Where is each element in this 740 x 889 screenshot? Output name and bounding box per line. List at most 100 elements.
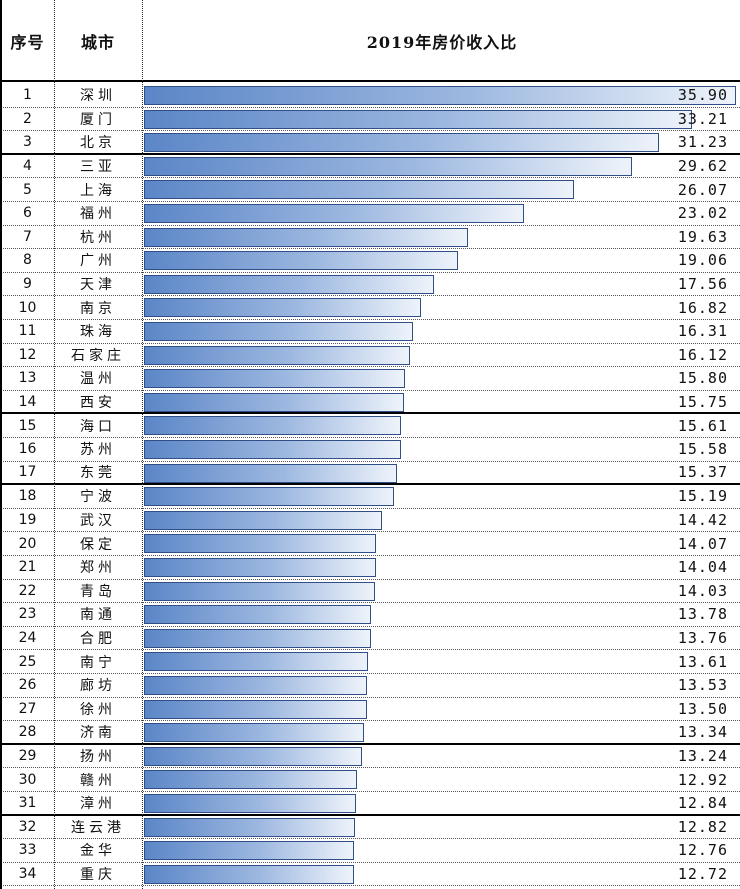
data-label: 14.04	[677, 558, 728, 577]
data-label: 13.61	[677, 652, 728, 671]
row-city: 温州	[80, 371, 116, 388]
row-city: 厦门	[80, 111, 116, 128]
data-label: 35.90	[677, 86, 728, 105]
row-index: 30	[18, 771, 37, 788]
bar-mark	[144, 605, 372, 625]
bar-mark	[144, 864, 354, 884]
bar-mark	[144, 392, 404, 412]
table-row: 18 宁波 15.19	[0, 485, 740, 509]
row-index: 21	[18, 559, 37, 576]
table-row: 11 珠海 16.31	[0, 320, 740, 344]
row-index: 20	[18, 535, 37, 552]
row-index: 25	[18, 653, 37, 670]
row-city: 南宁	[80, 654, 116, 671]
row-index: 2	[23, 110, 32, 127]
table-row: 22 青岛 14.03	[0, 580, 740, 604]
bar-mark	[144, 628, 371, 648]
bar-mark	[144, 251, 459, 271]
table-row: 15 海口 15.61	[0, 414, 740, 438]
bar-mark	[144, 699, 367, 719]
data-label: 19.06	[677, 251, 728, 270]
table-row: 25 南宁 13.61	[0, 650, 740, 674]
row-index: 15	[18, 417, 37, 434]
table-row: 12 石家庄 16.12	[0, 344, 740, 368]
row-city: 上海	[80, 182, 116, 199]
bar-mark	[144, 581, 376, 601]
row-city: 东莞	[80, 465, 116, 482]
column-divider-2	[142, 0, 143, 889]
table-row: 28 济南 13.34	[0, 721, 740, 745]
bar-mark	[144, 86, 736, 105]
bar-mark	[144, 298, 422, 318]
bar-mark	[144, 841, 355, 861]
bar-mark	[144, 534, 377, 554]
row-city: 扬州	[80, 749, 116, 766]
data-label: 12.92	[677, 770, 728, 789]
row-city: 天津	[80, 277, 116, 294]
row-city: 连云港	[71, 819, 125, 836]
bar-mark	[144, 817, 356, 837]
row-index: 29	[18, 748, 37, 765]
row-index: 31	[18, 794, 37, 811]
row-city: 宁波	[80, 489, 116, 506]
row-city: 珠海	[80, 324, 116, 341]
data-label: 15.75	[677, 392, 728, 411]
data-label: 16.31	[677, 322, 728, 341]
left-border	[0, 0, 2, 889]
row-index: 10	[18, 299, 37, 316]
row-index: 27	[18, 700, 37, 717]
bar-mark	[144, 558, 376, 577]
table-row: 31 漳州 12.84	[0, 792, 740, 816]
bar-mark	[144, 416, 402, 436]
table-row: 24 合肥 13.76	[0, 627, 740, 651]
data-label: 14.07	[677, 534, 728, 553]
table-row: 7 杭州 19.63	[0, 226, 740, 250]
row-index: 7	[23, 228, 32, 245]
table-row: 10 南京 16.82	[0, 296, 740, 320]
table-row: 33 金华 12.76	[0, 839, 740, 863]
data-label: 15.19	[677, 487, 728, 506]
row-index: 22	[18, 582, 37, 599]
header-index: 序号	[10, 33, 45, 52]
table-row: 17 东莞 15.37	[0, 462, 740, 486]
row-index: 17	[18, 464, 37, 481]
data-label: 15.37	[677, 463, 728, 482]
bar-mark	[144, 156, 633, 176]
bar-mark	[144, 322, 413, 341]
row-city: 赣州	[80, 772, 116, 789]
table-row: 23 南通 13.78	[0, 603, 740, 627]
table-row: 3 北京 31.23	[0, 131, 740, 155]
bar-mark	[144, 746, 363, 766]
table-row: 16 苏州 15.58	[0, 438, 740, 462]
data-label: 29.62	[677, 157, 728, 176]
table-row: 34 重庆 12.72	[0, 863, 740, 887]
row-index: 12	[18, 346, 37, 363]
bar-mark	[144, 109, 692, 129]
table-row: 26 廊坊 13.53	[0, 674, 740, 698]
row-index: 3	[23, 133, 32, 150]
data-label: 26.07	[677, 180, 728, 199]
row-index: 19	[18, 512, 37, 529]
table-row: 2 厦门 33.21	[0, 108, 740, 132]
bar-mark	[144, 723, 364, 743]
row-index: 34	[18, 866, 37, 883]
bar-mark	[144, 133, 659, 153]
row-city: 三亚	[80, 159, 116, 176]
data-label: 12.82	[677, 817, 728, 836]
row-index: 18	[18, 488, 37, 505]
row-city: 海口	[80, 418, 116, 435]
bar-mark	[144, 770, 358, 790]
bar-mark	[144, 274, 434, 294]
table-row: 20 保定 14.07	[0, 532, 740, 556]
row-city: 石家庄	[71, 347, 125, 364]
bar-mark	[144, 510, 382, 530]
row-index: 5	[23, 181, 32, 198]
bar-mark	[144, 440, 401, 459]
data-label: 12.84	[677, 793, 728, 812]
row-city: 廊坊	[80, 678, 116, 695]
table-row: 4 三亚 29.62	[0, 155, 740, 179]
data-label: 14.03	[677, 581, 728, 600]
table-row: 32 连云港 12.82	[0, 816, 740, 840]
data-label: 16.82	[677, 298, 728, 317]
bar-mark	[144, 463, 398, 483]
